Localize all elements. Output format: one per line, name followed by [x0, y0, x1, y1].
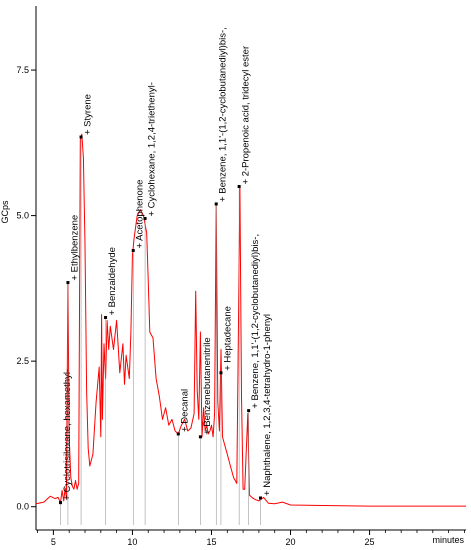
- peak-apex-marker: [66, 281, 70, 285]
- chromatogram-line: [35, 133, 466, 507]
- peak-label: + Decanal: [180, 389, 191, 432]
- peak-label: + Benzene, 1,1'-(1,2-cyclobutanediyl)bis…: [250, 234, 261, 409]
- x-tick-label: 20: [286, 537, 296, 547]
- x-tick-label: 25: [365, 537, 375, 547]
- x-tick-label: 10: [127, 537, 137, 547]
- y-tick-label: 7.5: [16, 65, 29, 75]
- peak-label: + Heptadecane: [222, 306, 233, 371]
- peak-apex-marker: [79, 135, 83, 139]
- peak-label: + Acetophenone: [135, 180, 146, 249]
- peak-label: + Benzaldehyde: [107, 247, 118, 315]
- y-tick-label: 5.0: [16, 211, 29, 221]
- x-axis-title: minutes: [432, 535, 464, 545]
- peak-label: + 2-Propenoic acid, tridecyl ester: [241, 46, 252, 185]
- peak-label: + Naphthalene, 1,2,3,4-tetrahydro-1-phen…: [262, 314, 273, 496]
- peak-apex-marker: [131, 249, 135, 253]
- x-tick-label: 5: [51, 537, 56, 547]
- peak-apex-marker: [219, 371, 223, 375]
- peak-apex-marker: [104, 315, 108, 319]
- chromatogram-series: [35, 133, 466, 507]
- peak-label: + Benzene, 1,1'-(1,2-cyclobutanediyl)bis…: [218, 27, 229, 202]
- y-tick-label: 2.5: [16, 356, 29, 366]
- chart-axes: [35, 6, 466, 531]
- peak-label: + Cyclotrisiloxane, hexamethyl-: [62, 369, 73, 501]
- peak-label: + Styrene: [82, 94, 93, 135]
- peak-label: + Ethylbenzene: [69, 215, 80, 281]
- peak-apex-marker: [247, 409, 251, 413]
- y-axis-title: GCps: [0, 200, 10, 224]
- peak-apex-marker: [214, 202, 218, 206]
- peak-apex-marker: [143, 217, 147, 221]
- peak-label: + Benzenebutanenitrile: [202, 337, 213, 434]
- y-tick-label: 0.0: [16, 502, 29, 512]
- peak-apex-marker: [258, 496, 262, 500]
- peak-apex-marker: [59, 501, 63, 505]
- peak-apex-marker: [198, 435, 202, 439]
- axis-ticks: 5 10 15 20 25 0.0 2.5 5.0 7.5: [16, 65, 465, 547]
- peak-apex-marker: [176, 432, 180, 436]
- peak-annotations: + Cyclotrisiloxane, hexamethyl- + Ethylbe…: [59, 27, 273, 525]
- peak-label: + Cyclohexane, 1,2,4-triethenyl-: [146, 82, 157, 216]
- x-tick-label: 15: [206, 537, 216, 547]
- peak-apex-marker: [237, 184, 241, 188]
